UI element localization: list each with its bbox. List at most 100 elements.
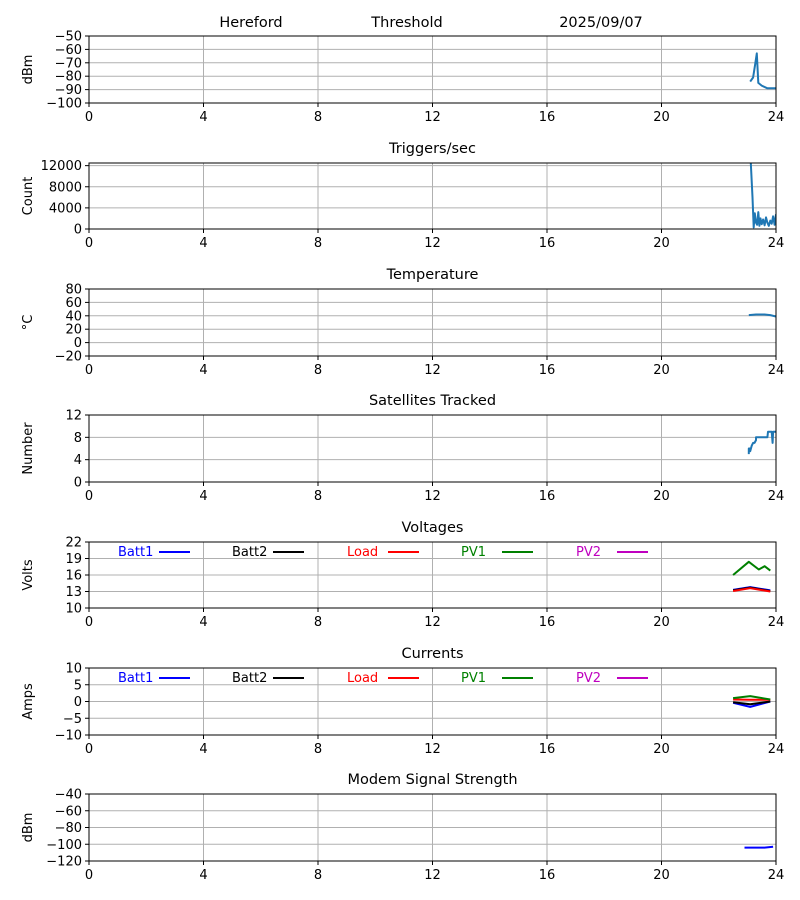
x-tick-label: 0 [85, 868, 93, 883]
chart-title: Temperature [386, 267, 479, 283]
x-tick-label: 12 [424, 110, 441, 125]
series-line-batt2 [732, 700, 771, 706]
x-tick-label: 0 [85, 363, 93, 378]
x-tick-label: 16 [539, 363, 556, 378]
x-tick-label: 24 [768, 868, 785, 883]
legend-label-load: Load [347, 671, 378, 686]
x-tick-label: 4 [199, 489, 207, 504]
y-tick-label: −90 [55, 83, 82, 98]
legend-label-batt1: Batt1 [118, 671, 153, 686]
y-tick-label: −50 [55, 30, 82, 45]
x-tick-label: 0 [85, 236, 93, 251]
y-tick-label: 0 [74, 695, 82, 710]
y-tick-label: 80 [65, 283, 82, 298]
y-axis-label: Number [21, 422, 36, 475]
plot-area [744, 845, 774, 849]
y-tick-label: 60 [65, 296, 82, 311]
chart-title: Satellites Tracked [369, 393, 496, 409]
series-line-pv1 [732, 695, 771, 701]
y-axis-label: Amps [21, 683, 36, 720]
x-tick-label: 16 [539, 615, 556, 630]
x-tick-label: 24 [768, 236, 785, 251]
plot-area [747, 430, 776, 455]
x-tick-label: 20 [653, 110, 670, 125]
x-tick-label: 8 [314, 742, 322, 757]
y-tick-label: 12000 [41, 159, 82, 174]
plot-area [748, 313, 776, 318]
y-axis-label: Count [21, 177, 36, 216]
plot-area [749, 52, 776, 90]
x-tick-label: 4 [199, 110, 207, 125]
x-tick-label: 8 [314, 110, 322, 125]
y-tick-label: 10 [65, 602, 82, 617]
x-tick-label: 8 [314, 236, 322, 251]
y-tick-label: 8000 [49, 180, 82, 195]
y-tick-label: 4 [74, 453, 82, 468]
series-line-0 [748, 313, 776, 318]
y-axis-label: Volts [21, 559, 36, 591]
y-tick-label: 8 [74, 431, 82, 446]
x-tick-label: 24 [768, 363, 785, 378]
header-station: Hereford [219, 15, 282, 31]
x-tick-label: 20 [653, 868, 670, 883]
x-tick-label: 20 [653, 615, 670, 630]
x-tick-label: 20 [653, 363, 670, 378]
series-line-load [732, 587, 771, 593]
chart-title: Triggers/sec [388, 141, 476, 157]
chart-panel-1: 0 4 8 12 16 20 24 12000 8000 4000 0 Triggers/sec Cou… [21, 141, 784, 251]
y-tick-label: 20 [65, 323, 82, 338]
y-tick-label: 5 [74, 678, 82, 693]
legend-label-pv1: PV1 [461, 545, 486, 560]
x-tick-label: 0 [85, 110, 93, 125]
figure-header: Hereford Threshold 2025/09/07 [219, 15, 642, 31]
y-tick-label: 19 [65, 552, 82, 567]
x-tick-label: 16 [539, 742, 556, 757]
chart-panel-0: 0 4 8 12 16 20 24 −50−60−70−80−90−100 dBm [21, 30, 784, 126]
plot-frame [88, 288, 777, 357]
y-tick-label: −5 [63, 712, 82, 727]
plot-area [732, 695, 771, 708]
x-tick-label: 12 [424, 742, 441, 757]
series-line-pv1 [732, 560, 771, 576]
y-tick-label: 0 [74, 476, 82, 491]
y-axis-label: dBm [21, 55, 36, 85]
y-tick-label: 0 [74, 336, 82, 351]
x-tick-label: 8 [314, 868, 322, 883]
legend-label-batt2: Batt2 [232, 671, 267, 686]
header-mode: Threshold [370, 15, 442, 31]
x-tick-label: 16 [539, 868, 556, 883]
x-tick-label: 4 [199, 868, 207, 883]
y-tick-label: −70 [55, 56, 82, 71]
x-tick-label: 4 [199, 742, 207, 757]
chart-title: Currents [401, 646, 463, 662]
x-tick-label: 0 [85, 489, 93, 504]
series-line-0 [749, 52, 776, 90]
plot-frame [88, 793, 777, 862]
y-tick-label: −60 [55, 804, 82, 819]
x-tick-label: 4 [199, 363, 207, 378]
x-tick-label: 8 [314, 363, 322, 378]
x-tick-label: 4 [199, 615, 207, 630]
y-tick-label: 40 [65, 309, 82, 324]
x-tick-label: 20 [653, 236, 670, 251]
legend-label-pv2: PV2 [576, 545, 601, 560]
x-tick-label: 24 [768, 742, 785, 757]
y-tick-label: −80 [55, 70, 82, 85]
plot-frame [88, 35, 777, 104]
x-tick-label: 24 [768, 615, 785, 630]
plot-frame [88, 541, 777, 609]
series-line-0 [747, 430, 776, 455]
y-tick-label: 4000 [49, 201, 82, 216]
y-tick-label: −40 [55, 788, 82, 803]
x-tick-label: 24 [768, 110, 785, 125]
chart-panel-6: 0 4 8 12 16 20 24 −40−60 −80 −100 −120 Modem Signal… [21, 772, 784, 883]
plot-frame [88, 162, 777, 230]
legend-label-load: Load [347, 545, 378, 560]
y-tick-label: 13 [65, 585, 82, 600]
y-tick-label: 12 [65, 409, 82, 424]
header-date: 2025/09/07 [559, 15, 643, 31]
x-tick-label: 12 [424, 615, 441, 630]
